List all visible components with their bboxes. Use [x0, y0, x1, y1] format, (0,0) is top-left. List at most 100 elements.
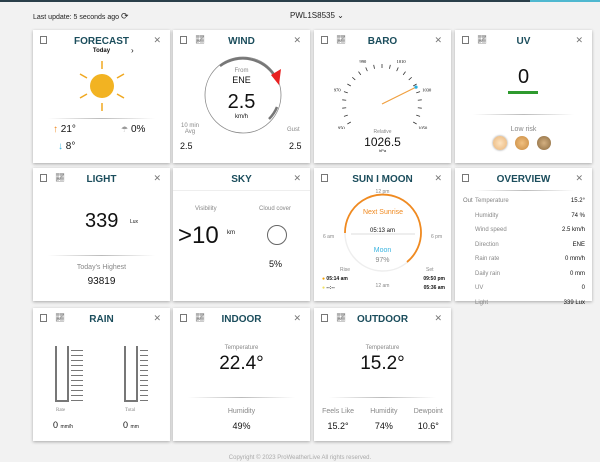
sun-arc: [344, 193, 422, 272]
pressure-value: 1026.5: [364, 135, 401, 149]
indoor-humidity: 49%: [232, 421, 251, 431]
card-title: INDOOR: [221, 314, 262, 325]
gauge-tick: [347, 121, 352, 125]
card-title: LIGHT: [86, 174, 117, 185]
gauge-marker: [414, 85, 418, 89]
chart-icon[interactable]: 📈︎: [195, 313, 206, 322]
details-icon[interactable]: [321, 314, 328, 322]
overview-row: Light 339 Lux: [475, 299, 585, 306]
light-value: 339: [85, 210, 119, 232]
card-title: WIND: [228, 36, 255, 47]
details-icon[interactable]: [321, 174, 328, 182]
station-selector[interactable]: PWL1S8535 ⌄: [290, 11, 344, 20]
forecast-card: FORECAST ✕ Today › ↑ 21° ☂ 0% ↓ 8°: [33, 30, 170, 163]
overview-row: Out Temperature 15.2°: [463, 198, 585, 205]
sun-moon-card: SUN I MOON ✕ 12 pm 6 am 6 pm 12 am Next …: [314, 168, 451, 301]
uv-card: 📈︎ UV ✕ 0 Low risk: [455, 30, 592, 163]
details-icon[interactable]: [321, 36, 328, 44]
sun-icon: ●: [322, 276, 326, 282]
details-icon[interactable]: [40, 174, 47, 182]
details-icon[interactable]: [462, 36, 469, 44]
details-icon[interactable]: [40, 36, 47, 44]
gauge-needle: [381, 86, 417, 105]
gauge-tick: [402, 71, 406, 76]
chart-icon[interactable]: 📈︎: [336, 313, 347, 322]
uv-level-bar: [508, 91, 538, 94]
gauge-tick: [347, 83, 352, 87]
details-icon[interactable]: [40, 314, 47, 322]
indoor-temperature: 22.4°: [219, 353, 264, 374]
forecast-day: Today: [92, 48, 111, 54]
rain-rate-gauge: [55, 346, 69, 402]
wind-speed: 2.5: [227, 91, 256, 113]
chart-icon[interactable]: 📈︎: [477, 35, 488, 44]
footer-copyright: Copyright © 2023 ProWeatherLive All righ…: [228, 455, 372, 461]
close-icon[interactable]: ✕: [293, 313, 301, 323]
gauge-tick: [416, 91, 421, 94]
chart-icon[interactable]: 📈︎: [55, 173, 66, 182]
card-title: SUN I MOON: [352, 174, 413, 185]
sky-card: SKY ✕ Visibility >10 km Cloud cover 5%: [173, 168, 310, 301]
chart-icon[interactable]: 📈︎: [336, 35, 347, 44]
overview-row: Direction ENE: [475, 241, 585, 248]
visibility-value: >10: [178, 222, 219, 249]
sun-icon: [79, 61, 125, 111]
gauge-tick-label: 990: [360, 59, 368, 64]
moon-icon: ●: [322, 285, 326, 291]
gauge-tick: [412, 83, 417, 87]
wind-direction-arrow: [271, 69, 281, 85]
details-icon[interactable]: [180, 314, 187, 322]
overview-row: Rain rate 0 mm/h: [475, 256, 585, 263]
overview-row: Daily rain 0 mm: [475, 270, 585, 277]
gauge-tick: [358, 71, 362, 76]
uv-value: 0: [517, 66, 530, 88]
light-card: 📈︎ LIGHT ✕ 339 Lux Today's Highest 93819: [33, 168, 170, 301]
chart-icon[interactable]: 📈︎: [55, 313, 66, 322]
wind-card: 📈︎ WIND ✕ From ENE 2.5 km/h 10 min Avg 2…: [173, 30, 310, 163]
cloud-cover-icon: [267, 225, 287, 245]
last-update: Last update: 5 seconds ago ⟳: [33, 11, 129, 21]
umbrella-icon: ☂: [121, 125, 129, 134]
gauge-tick-label: 970: [334, 87, 342, 92]
wind-compass: [204, 56, 282, 134]
gauge-tick: [373, 64, 375, 69]
details-icon[interactable]: [462, 174, 469, 182]
overview-list: Out Temperature 15.2° Humidity 74 % Wind spee…: [463, 194, 585, 310]
wind-direction: ENE: [232, 75, 251, 85]
chart-icon[interactable]: 📈︎: [195, 35, 206, 44]
rain-total-gauge: [124, 346, 138, 402]
outdoor-card: 📈︎ OUTDOOR ✕ Temperature 15.2° Feels Lik…: [314, 308, 451, 441]
close-icon[interactable]: ✕: [575, 173, 583, 183]
overview-card: OVERVIEW ✕ Out Temperature 15.2° Humidity 74…: [455, 168, 592, 306]
close-icon[interactable]: ✕: [153, 173, 161, 183]
refresh-icon[interactable]: ⟳: [120, 11, 129, 21]
gauge-tick: [365, 67, 368, 72]
card-title: FORECAST: [74, 36, 129, 47]
baro-card: 📈︎ BARO ✕ 950 970 990 1010 1030 1050 Relative…: [314, 30, 451, 163]
gauge-tick: [396, 67, 399, 72]
gauge-tick: [412, 121, 417, 125]
gauge-tick: [343, 91, 348, 94]
indoor-card: 📈︎ INDOOR ✕ Temperature 22.4° Humidity 4…: [173, 308, 310, 441]
details-icon[interactable]: [180, 36, 187, 44]
card-title: BARO: [367, 36, 398, 47]
gauge-tick-label: 1010: [397, 59, 407, 64]
close-icon[interactable]: ✕: [153, 313, 161, 323]
overview-row: Wind speed 2.5 km/h: [475, 227, 585, 234]
card-title: SKY: [231, 174, 252, 185]
close-icon[interactable]: ✕: [293, 35, 301, 45]
close-icon[interactable]: ✕: [434, 35, 442, 45]
close-icon[interactable]: ✕: [293, 173, 301, 183]
close-icon[interactable]: ✕: [153, 35, 161, 45]
top-bar: [0, 0, 600, 2]
chevron-down-icon: ⌄: [337, 11, 344, 20]
card-title: RAIN: [89, 314, 114, 325]
close-icon[interactable]: ✕: [575, 35, 583, 45]
close-icon[interactable]: ✕: [434, 313, 442, 323]
next-day-button[interactable]: ›: [131, 46, 134, 55]
gauge-tick: [352, 76, 356, 81]
overview-row: Humidity 74 %: [475, 212, 585, 219]
gauge-tick-label: 1050: [418, 126, 428, 130]
close-icon[interactable]: ✕: [434, 173, 442, 183]
card-title: OVERVIEW: [496, 174, 551, 185]
